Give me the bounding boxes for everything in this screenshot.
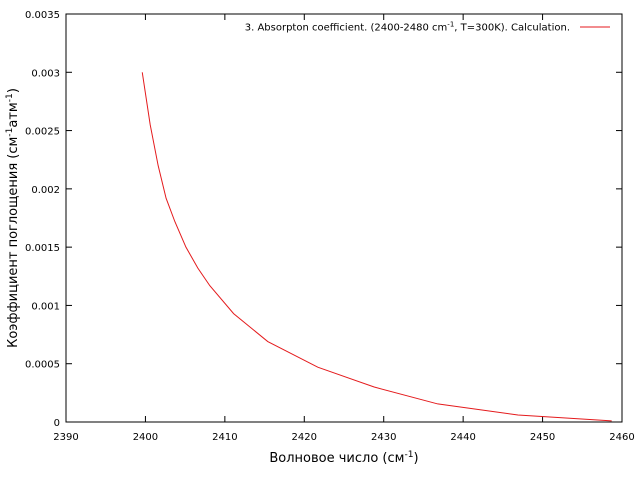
text-part: , T=300K). Calculation.	[454, 23, 570, 34]
legend-label: 3. Absorpton coefficient. (2400-2480 cm-…	[245, 21, 570, 34]
y-axis-label: Коэффициент поглощения (см-1атм-1)	[5, 88, 21, 348]
y-tick-label: 0.0035	[25, 10, 60, 21]
text-part: )	[414, 451, 419, 466]
y-tick-label: 0	[54, 418, 60, 429]
y-tick-label: 0.002	[31, 185, 60, 196]
x-tick-label: 2390	[53, 432, 78, 443]
x-tick-label: 2430	[371, 432, 396, 443]
x-tick-label: 2400	[133, 432, 158, 443]
x-axis-label: Волновое число (см-1)	[269, 450, 418, 466]
y-tick-label: 0.0025	[25, 127, 60, 138]
x-tick-label: 2460	[609, 432, 634, 443]
data-line	[141, 72, 612, 422]
plot-frame	[65, 13, 623, 423]
superscript: -1	[5, 128, 15, 137]
text-part: )	[6, 88, 21, 93]
y-tick-label: 0.0015	[25, 243, 60, 254]
superscript: -1	[5, 93, 15, 102]
superscript: -1	[447, 21, 454, 29]
superscript: -1	[404, 450, 413, 460]
y-tick-label: 0.001	[31, 301, 60, 312]
y-tick-label: 0.003	[31, 68, 60, 79]
text-part: атм	[6, 102, 21, 127]
text-part: 3. Absorpton coefficient. (2400-2480 cm	[245, 23, 448, 34]
text-part: Коэффициент поглощения (см	[6, 137, 21, 348]
x-tick-label: 2440	[450, 432, 475, 443]
text-part: Волновое число (см	[269, 451, 404, 466]
x-tick-label: 2450	[530, 432, 555, 443]
y-tick-label: 0.0005	[25, 360, 60, 371]
x-tick-label: 2420	[292, 432, 317, 443]
x-tick-label: 2410	[212, 432, 237, 443]
